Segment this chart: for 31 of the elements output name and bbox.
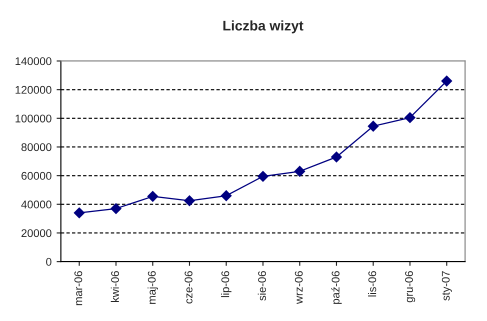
x-tick-label: sty-07 (442, 271, 452, 301)
y-tick-label: 0 (46, 258, 52, 266)
point (184, 195, 195, 206)
y-tick-label: 60000 (22, 172, 52, 180)
x-tick-label: wrz-06 (294, 271, 303, 304)
y-tick-label: 40000 (21, 200, 52, 208)
y-tick-label: 80000 (21, 143, 52, 152)
y-tick-label: 140000 (16, 57, 52, 66)
point (441, 76, 452, 86)
point (294, 166, 306, 177)
x-tick-label: lis-06 (368, 271, 376, 296)
point (404, 112, 416, 124)
x-tick-label: sie-06 (258, 271, 266, 301)
point (258, 170, 268, 182)
y-tick-label: 100000 (16, 114, 52, 122)
x-tick-label: kwi-06 (110, 271, 119, 302)
y-tick-label: 120000 (16, 86, 52, 94)
x-tick-label: lip-06 (221, 271, 232, 298)
x-tick-label: mar-06 (74, 271, 82, 306)
point (110, 203, 122, 214)
x-tick-label: cze-06 (184, 271, 192, 304)
point (220, 190, 232, 202)
x-tick-label: gru-06 (405, 271, 416, 302)
point (368, 120, 379, 132)
x-tick-label: paź-06 (331, 271, 342, 304)
point (331, 152, 342, 162)
x-tick-label: maj-06 (148, 271, 158, 304)
y-tick-label: 20000 (22, 229, 52, 238)
chart-title: Liczba wizyt (223, 20, 304, 34)
point (74, 207, 85, 218)
point (147, 190, 158, 202)
